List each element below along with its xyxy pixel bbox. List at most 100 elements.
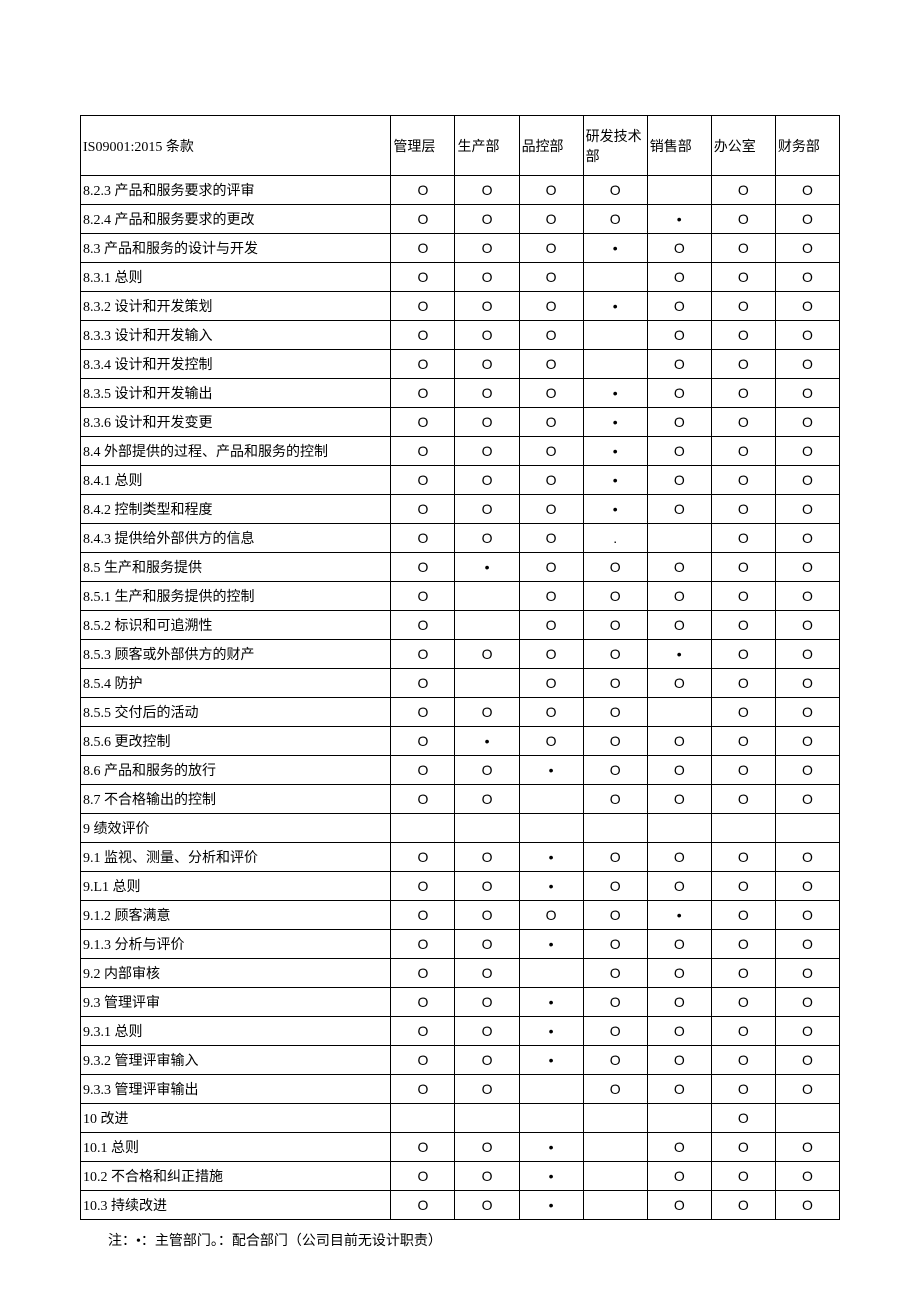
- mark-cell: O: [455, 495, 519, 524]
- mark-cell: O: [711, 176, 775, 205]
- clause-label: 9.3.1 总则: [81, 1017, 391, 1046]
- clause-label: 9.3.3 管理评审输出: [81, 1075, 391, 1104]
- mark-cell: [519, 814, 583, 843]
- table-row: 10.1 总则OO•OOO: [81, 1133, 840, 1162]
- clause-label: 8.3.3 设计和开发输入: [81, 321, 391, 350]
- mark-cell: [583, 263, 647, 292]
- mark-cell: O: [711, 727, 775, 756]
- mark-cell: O: [775, 524, 839, 553]
- mark-cell: O: [583, 1075, 647, 1104]
- mark-cell: O: [455, 698, 519, 727]
- mark-cell: O: [711, 930, 775, 959]
- mark-cell: O: [647, 1133, 711, 1162]
- mark-cell: O: [391, 495, 455, 524]
- mark-cell: O: [519, 553, 583, 582]
- mark-cell: O: [775, 553, 839, 582]
- mark-cell: O: [455, 408, 519, 437]
- mark-cell: O: [647, 582, 711, 611]
- mark-cell: [583, 814, 647, 843]
- mark-cell: O: [583, 785, 647, 814]
- table-row: 8.5.5 交付后的活动OOOOOO: [81, 698, 840, 727]
- mark-cell: O: [775, 901, 839, 930]
- table-row: 9.2 内部审核OOOOOO: [81, 959, 840, 988]
- mark-cell: O: [647, 379, 711, 408]
- mark-cell: O: [391, 930, 455, 959]
- mark-cell: O: [583, 669, 647, 698]
- mark-cell: O: [775, 205, 839, 234]
- mark-cell: O: [647, 669, 711, 698]
- clause-label: 8.3.2 设计和开发策划: [81, 292, 391, 321]
- clause-label: 8.2.3 产品和服务要求的评审: [81, 176, 391, 205]
- mark-cell: O: [391, 988, 455, 1017]
- mark-cell: O: [455, 524, 519, 553]
- mark-cell: •: [647, 640, 711, 669]
- mark-cell: O: [583, 756, 647, 785]
- mark-cell: •: [583, 408, 647, 437]
- clause-label: 8.5.2 标识和可追溯性: [81, 611, 391, 640]
- mark-cell: [647, 814, 711, 843]
- mark-cell: O: [583, 930, 647, 959]
- mark-cell: O: [711, 1191, 775, 1220]
- mark-cell: •: [583, 292, 647, 321]
- table-row: 8.2.4 产品和服务要求的更改OOOO•OO: [81, 205, 840, 234]
- mark-cell: O: [647, 234, 711, 263]
- mark-cell: [455, 1104, 519, 1133]
- mark-cell: O: [775, 785, 839, 814]
- mark-cell: •: [519, 756, 583, 785]
- mark-cell: O: [391, 350, 455, 379]
- mark-cell: O: [711, 524, 775, 553]
- mark-cell: O: [391, 321, 455, 350]
- mark-cell: O: [583, 553, 647, 582]
- mark-cell: O: [519, 901, 583, 930]
- mark-cell: O: [775, 263, 839, 292]
- mark-cell: O: [455, 959, 519, 988]
- mark-cell: O: [391, 959, 455, 988]
- clause-label: 8.3.1 总则: [81, 263, 391, 292]
- mark-cell: [455, 814, 519, 843]
- mark-cell: O: [711, 640, 775, 669]
- mark-cell: O: [391, 524, 455, 553]
- header-finance: 财务部: [775, 116, 839, 176]
- mark-cell: O: [711, 988, 775, 1017]
- mark-cell: O: [391, 1046, 455, 1075]
- mark-cell: [391, 814, 455, 843]
- clause-label: 10.1 总则: [81, 1133, 391, 1162]
- mark-cell: O: [455, 466, 519, 495]
- clause-label: 9 绩效评价: [81, 814, 391, 843]
- table-row: 9.3.3 管理评审输出OOOOOO: [81, 1075, 840, 1104]
- mark-cell: O: [519, 321, 583, 350]
- mark-cell: O: [455, 930, 519, 959]
- mark-cell: [455, 582, 519, 611]
- mark-cell: O: [583, 176, 647, 205]
- clause-label: 9.3 管理评审: [81, 988, 391, 1017]
- table-row: 8.3.3 设计和开发输入OOOOOO: [81, 321, 840, 350]
- mark-cell: O: [391, 756, 455, 785]
- mark-cell: O: [775, 640, 839, 669]
- mark-cell: O: [711, 843, 775, 872]
- clause-label: 8.5 生产和服务提供: [81, 553, 391, 582]
- mark-cell: O: [391, 176, 455, 205]
- mark-cell: O: [455, 1162, 519, 1191]
- mark-cell: O: [391, 640, 455, 669]
- mark-cell: O: [391, 727, 455, 756]
- mark-cell: O: [775, 930, 839, 959]
- mark-cell: O: [583, 901, 647, 930]
- mark-cell: O: [455, 1046, 519, 1075]
- mark-cell: O: [583, 205, 647, 234]
- mark-cell: O: [519, 466, 583, 495]
- mark-cell: O: [775, 988, 839, 1017]
- header-clause: IS09001:2015 条款: [81, 116, 391, 176]
- mark-cell: O: [647, 1162, 711, 1191]
- mark-cell: O: [391, 669, 455, 698]
- header-management: 管理层: [391, 116, 455, 176]
- mark-cell: O: [455, 292, 519, 321]
- mark-cell: [775, 814, 839, 843]
- table-row: 9.3.2 管理评审输入OO•OOOO: [81, 1046, 840, 1075]
- mark-cell: •: [647, 901, 711, 930]
- mark-cell: O: [455, 756, 519, 785]
- mark-cell: O: [775, 495, 839, 524]
- table-row: 10 改进O: [81, 1104, 840, 1133]
- mark-cell: [775, 1104, 839, 1133]
- mark-cell: O: [583, 640, 647, 669]
- mark-cell: O: [391, 437, 455, 466]
